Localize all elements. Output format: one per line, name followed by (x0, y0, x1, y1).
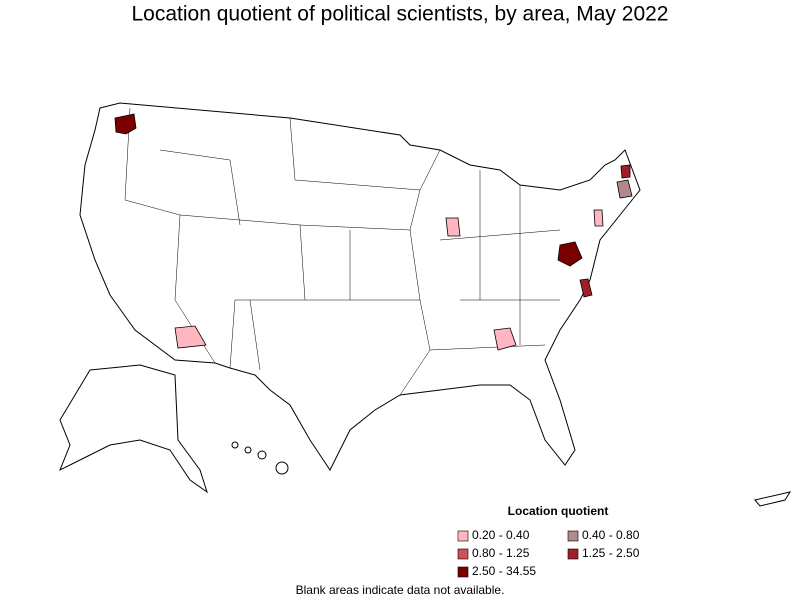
boston-area (616, 179, 633, 199)
virginia-area (579, 278, 593, 298)
legend-swatch (457, 566, 469, 578)
footnote: Blank areas indicate data not available. (296, 583, 505, 597)
arizona-area (174, 325, 207, 349)
area-borders (124, 107, 561, 396)
legend: Location quotient 0.20 - 0.40 0.40 - 0.80… (457, 504, 640, 578)
legend-label: 1.25 - 2.50 (582, 546, 640, 560)
georgia-area (493, 327, 517, 351)
legend-label: 0.80 - 1.25 (472, 546, 530, 560)
legend-swatch (567, 548, 579, 560)
alaska (59, 364, 208, 494)
highlighted-areas (114, 113, 633, 351)
legend-swatch (567, 530, 579, 542)
legend-swatch (457, 548, 469, 560)
legend-label: 0.20 - 0.40 (472, 528, 530, 542)
legend-label: 0.40 - 0.80 (582, 528, 640, 542)
seattle-area (114, 113, 137, 135)
legend-label: 2.50 - 34.55 (472, 564, 536, 578)
dc-area (557, 241, 583, 267)
map-title: Location quotient of political scientist… (132, 3, 669, 26)
contiguous-us (79, 102, 641, 471)
hawaii (231, 441, 289, 475)
territory-islands (754, 491, 792, 507)
map (59, 102, 792, 507)
new-hampshire-area (620, 164, 631, 179)
legend-title: Location quotient (508, 504, 609, 518)
new-jersey-area (593, 209, 604, 227)
illinois-area (445, 217, 461, 237)
legend-swatch (457, 530, 469, 542)
